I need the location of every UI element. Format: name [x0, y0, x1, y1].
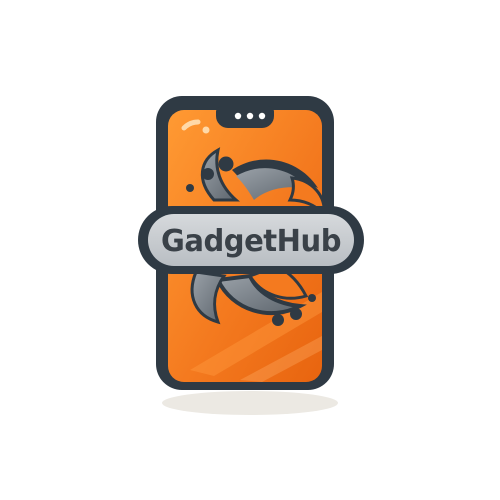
phone-notch [216, 106, 274, 128]
swirl-blade [190, 270, 227, 325]
screen-highlight [181, 119, 201, 131]
swirl-blade [200, 147, 240, 202]
brand-name: GadgetHub [161, 224, 341, 259]
swirl-dot [218, 156, 234, 172]
swirl-dot [272, 314, 284, 326]
notch-dot [234, 112, 242, 120]
notch-dot [258, 112, 266, 120]
notch-dot [246, 112, 254, 120]
swirl-blade-orange [287, 176, 326, 218]
swirl-dot [308, 294, 316, 302]
screen-highlight-dot [202, 126, 210, 134]
brand-badge: GadgetHub [138, 206, 364, 274]
swirl-dot [186, 184, 194, 192]
screen-streak [240, 336, 322, 382]
swirl-dot [290, 308, 302, 320]
screen-streak [190, 292, 322, 376]
ground-shadow [162, 391, 338, 415]
swirl-blade [236, 168, 310, 200]
swirl-dot [202, 168, 214, 180]
badge-fill [148, 214, 354, 266]
swirl-icon [186, 147, 326, 326]
